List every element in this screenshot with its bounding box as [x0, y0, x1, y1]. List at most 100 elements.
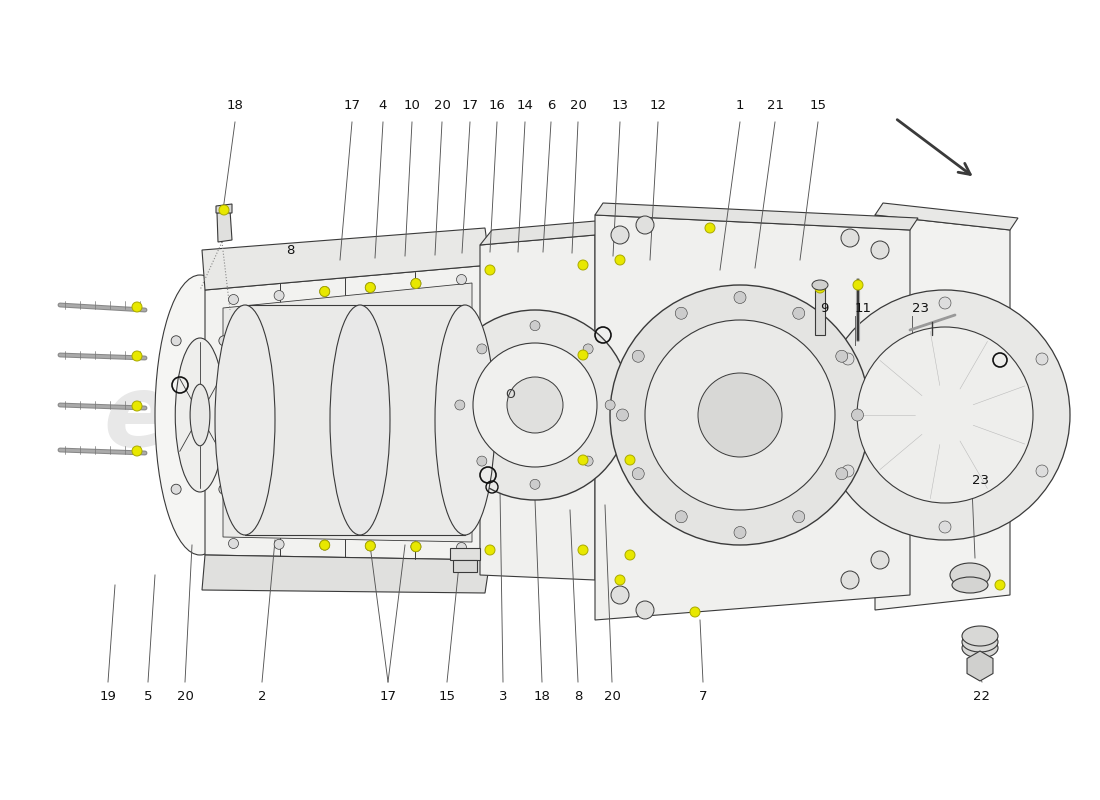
Circle shape: [578, 350, 588, 360]
Circle shape: [229, 294, 239, 305]
Circle shape: [132, 302, 142, 312]
Polygon shape: [967, 651, 993, 681]
Circle shape: [625, 455, 635, 465]
Circle shape: [625, 550, 635, 560]
Circle shape: [615, 255, 625, 265]
Polygon shape: [595, 215, 910, 620]
Text: 20: 20: [177, 690, 194, 703]
Ellipse shape: [434, 305, 495, 535]
Ellipse shape: [190, 384, 210, 446]
Circle shape: [365, 282, 375, 293]
Text: 7: 7: [698, 690, 707, 703]
Ellipse shape: [155, 275, 245, 555]
Circle shape: [132, 446, 142, 456]
Circle shape: [610, 226, 629, 244]
Circle shape: [477, 344, 487, 354]
Circle shape: [477, 456, 487, 466]
Polygon shape: [216, 204, 232, 213]
Text: 8: 8: [286, 243, 295, 257]
Circle shape: [842, 353, 854, 365]
Circle shape: [996, 580, 1005, 590]
Circle shape: [675, 510, 688, 522]
Circle shape: [578, 545, 588, 555]
Circle shape: [507, 377, 563, 433]
Circle shape: [615, 575, 625, 585]
Circle shape: [675, 307, 688, 319]
Text: 18: 18: [534, 690, 550, 703]
Ellipse shape: [330, 305, 390, 535]
Circle shape: [842, 465, 854, 477]
Text: 15: 15: [810, 99, 826, 112]
Circle shape: [365, 541, 375, 551]
Text: 2: 2: [257, 690, 266, 703]
Circle shape: [320, 286, 330, 297]
Text: 20: 20: [433, 99, 450, 112]
Polygon shape: [450, 548, 480, 560]
Circle shape: [851, 409, 864, 421]
Text: 18: 18: [227, 99, 243, 112]
Circle shape: [132, 351, 142, 361]
Circle shape: [610, 285, 870, 545]
Circle shape: [616, 409, 628, 421]
Circle shape: [698, 373, 782, 457]
Circle shape: [456, 274, 466, 285]
Circle shape: [365, 541, 375, 551]
Text: 6: 6: [547, 99, 556, 112]
Circle shape: [456, 542, 466, 553]
Text: 23: 23: [912, 302, 930, 314]
Circle shape: [632, 468, 645, 480]
Polygon shape: [480, 235, 595, 580]
Circle shape: [645, 320, 835, 510]
Circle shape: [229, 538, 239, 549]
Circle shape: [455, 400, 465, 410]
Ellipse shape: [175, 338, 224, 492]
Text: 15: 15: [439, 690, 455, 703]
Text: 12: 12: [649, 99, 667, 112]
Text: O: O: [505, 389, 515, 402]
Polygon shape: [815, 285, 825, 335]
Ellipse shape: [950, 563, 990, 587]
Text: 14: 14: [517, 99, 534, 112]
Text: 11: 11: [855, 302, 872, 314]
Text: 1: 1: [736, 99, 745, 112]
Circle shape: [320, 540, 330, 550]
Circle shape: [734, 291, 746, 303]
Circle shape: [793, 510, 805, 522]
Circle shape: [320, 286, 330, 297]
Circle shape: [530, 321, 540, 330]
Circle shape: [219, 484, 229, 494]
Text: 22: 22: [974, 690, 990, 703]
Circle shape: [793, 307, 805, 319]
Circle shape: [871, 241, 889, 259]
Circle shape: [636, 216, 654, 234]
Circle shape: [578, 260, 588, 270]
Text: 9: 9: [820, 302, 828, 314]
Circle shape: [411, 542, 421, 552]
Text: 3: 3: [498, 690, 507, 703]
Text: 17: 17: [343, 99, 361, 112]
Circle shape: [857, 327, 1033, 503]
Circle shape: [1036, 465, 1048, 477]
Polygon shape: [205, 265, 490, 560]
Circle shape: [219, 205, 229, 215]
Circle shape: [440, 310, 630, 500]
Polygon shape: [874, 203, 1018, 230]
Text: 17: 17: [462, 99, 478, 112]
Circle shape: [636, 601, 654, 619]
Polygon shape: [217, 210, 232, 242]
Circle shape: [871, 551, 889, 569]
Circle shape: [852, 280, 864, 290]
Circle shape: [274, 290, 284, 301]
Circle shape: [172, 336, 182, 346]
Circle shape: [734, 526, 746, 538]
Polygon shape: [874, 215, 1010, 610]
Circle shape: [132, 401, 142, 411]
Text: 4: 4: [378, 99, 387, 112]
Polygon shape: [480, 220, 607, 245]
Text: 10: 10: [404, 99, 420, 112]
Polygon shape: [453, 560, 477, 572]
Circle shape: [820, 290, 1070, 540]
Circle shape: [411, 278, 421, 289]
Ellipse shape: [812, 280, 828, 290]
Polygon shape: [595, 203, 918, 230]
